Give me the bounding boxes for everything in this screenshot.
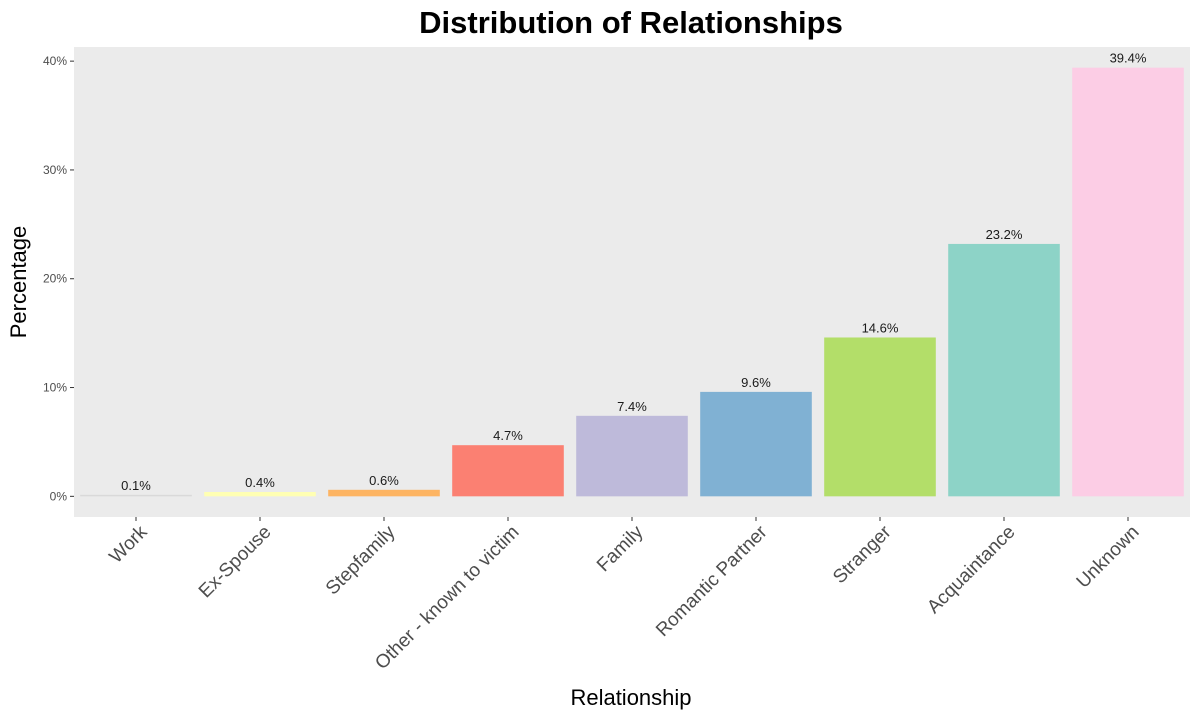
chart-title: Distribution of Relationships (419, 5, 843, 40)
x-axis-title: Relationship (570, 685, 691, 710)
data-label: 0.6% (369, 473, 399, 488)
data-label: 23.2% (986, 227, 1023, 242)
bar-work (80, 494, 192, 497)
y-axis-title: Percentage (6, 226, 31, 339)
y-tick-label: 10% (43, 381, 67, 395)
x-tick-label: Ex-Spouse (195, 522, 276, 603)
data-label: 4.7% (493, 428, 523, 443)
bar-stepfamily (328, 489, 440, 497)
data-label: 7.4% (617, 399, 647, 414)
data-label: 14.6% (862, 320, 899, 335)
bar-stranger (824, 337, 936, 497)
x-tick-label: Other - known to victim (371, 522, 523, 674)
x-tick-label: Stepfamily (322, 521, 400, 599)
bars (80, 67, 1184, 497)
bar-acquaintance (948, 243, 1060, 497)
data-label: 39.4% (1110, 51, 1147, 66)
x-tick-label: Family (593, 521, 648, 576)
data-label: 9.6% (741, 375, 771, 390)
x-tick-label: Acquaintance (923, 522, 1019, 618)
bar-unknown (1072, 67, 1184, 497)
x-tick-label: Work (106, 521, 152, 567)
y-tick-label: 40% (43, 54, 67, 68)
bar-other-known-to-victim (452, 445, 564, 497)
y-axis: 0% 10% 20% 30% 40% (43, 54, 74, 503)
data-label: 0.4% (245, 475, 275, 490)
bar-romantic-partner (700, 391, 812, 497)
x-tick-label: Romantic Partner (652, 521, 772, 641)
bar-family (576, 415, 688, 497)
y-tick-label: 30% (43, 163, 67, 177)
data-labels: 0.1% 0.4% 0.6% 4.7% 7.4% 9.6% 14.6% 23.2% 39.4% (121, 51, 1147, 493)
data-label: 0.1% (121, 478, 151, 493)
y-tick-label: 20% (43, 272, 67, 286)
x-tick-label: Stranger (829, 521, 896, 588)
bar-ex-spouse (204, 491, 316, 497)
x-tick-label: Unknown (1073, 522, 1144, 593)
y-tick-label: 0% (50, 489, 68, 503)
